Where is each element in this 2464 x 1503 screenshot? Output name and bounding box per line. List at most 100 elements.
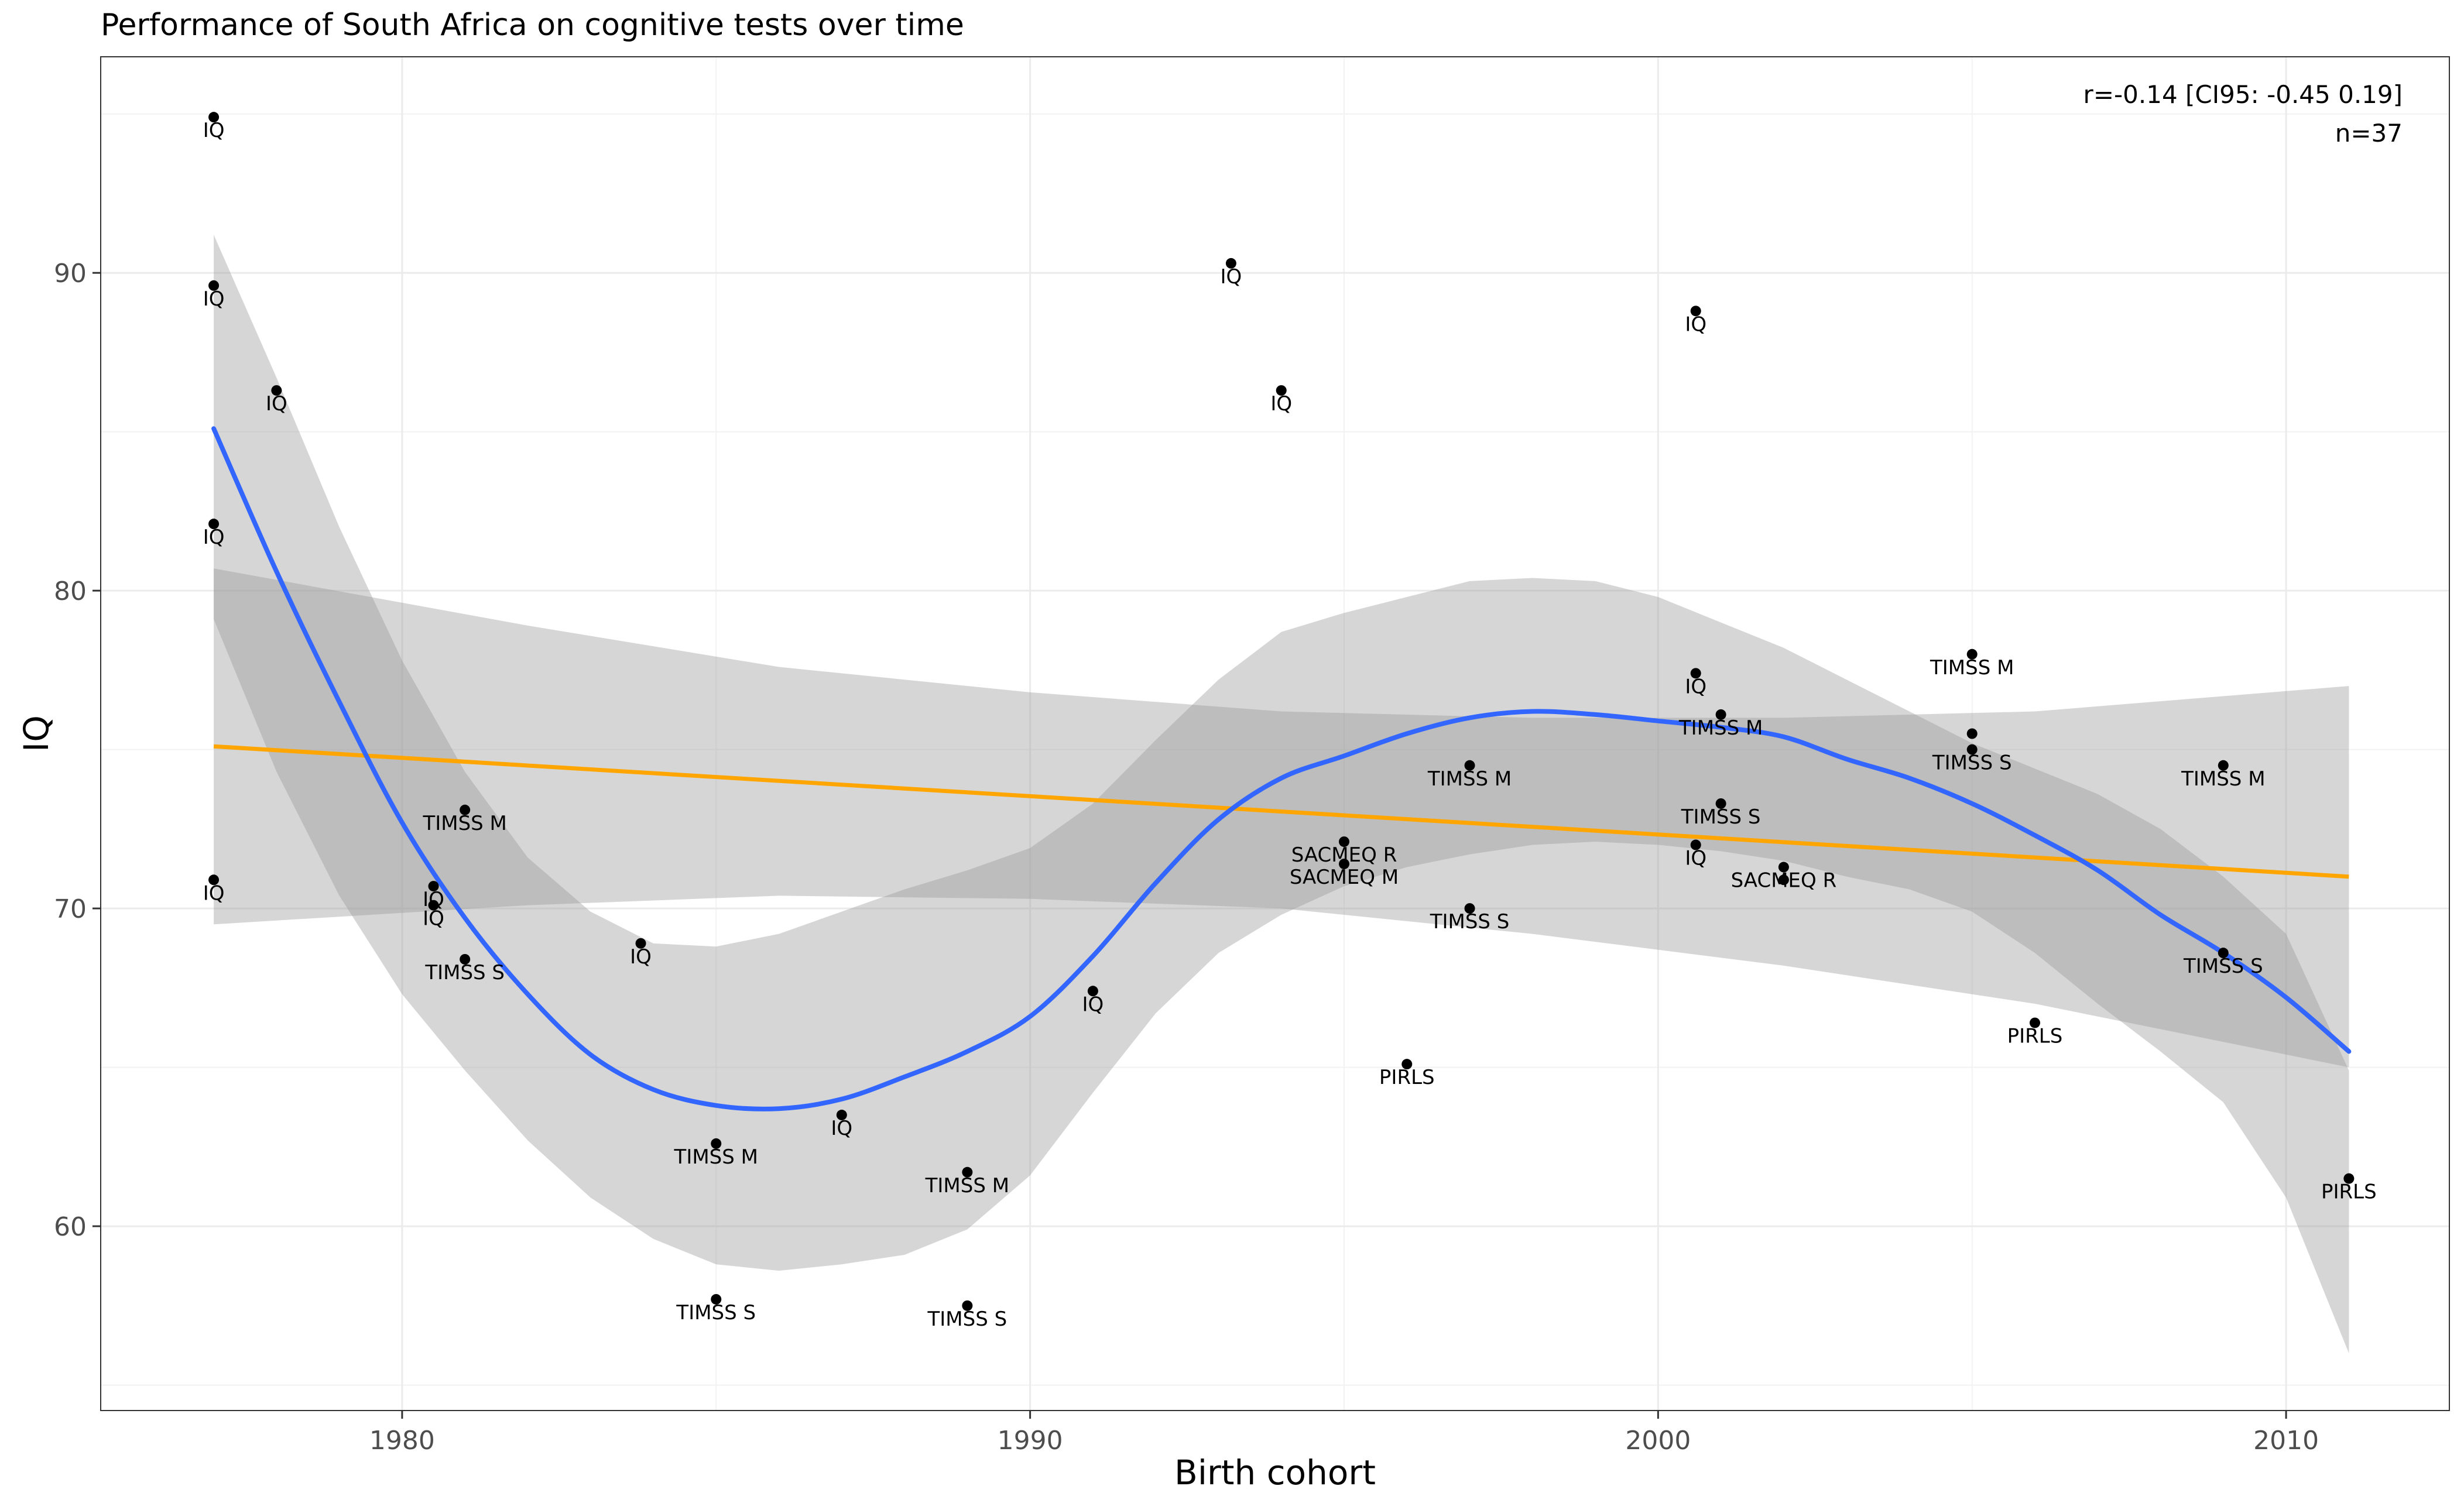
point-label: TIMSS M [422,812,506,835]
data-point [1464,903,1475,914]
data-point [1966,728,1978,739]
y-axis-title: IQ [16,715,56,752]
point-label: IQ [203,119,225,142]
data-point [2030,1017,2040,1028]
fit-lines [211,426,2352,1111]
correlation-annotation: r=-0.14 [CI95: -0.45 0.19] [2083,80,2403,109]
data-point [208,112,220,123]
data-point [460,804,471,815]
point-label: TIMSS S [1932,752,2012,775]
data-point [1225,258,1236,269]
point-label: IQ [831,1117,852,1140]
data-point [1715,709,1726,720]
point-label: IQ [423,888,444,911]
plot-panel-border [100,56,2450,1411]
data-point [635,938,646,949]
point-label: TIMSS M [1930,656,2014,680]
point-label: TIMSS S [2183,955,2263,978]
data-point [1464,760,1475,771]
data-points [208,112,2355,1311]
point-label: TIMSS M [1678,716,1763,740]
data-point [1087,986,1098,997]
y-tick-label: 90 [54,259,87,289]
x-axis-title: Birth cohort [1174,1453,1376,1492]
point-label: TIMSS S [1681,805,1761,829]
point-label: TIMSS M [2181,767,2265,791]
data-point [1401,1059,1413,1070]
data-point [208,519,220,530]
data-point [1690,839,1701,850]
point-label: TIMSS S [676,1301,756,1324]
data-point [962,1166,973,1178]
point-label: IQ [203,287,225,311]
major-grid [101,57,2449,1411]
data-point [2343,1173,2355,1184]
y-tick-label: 80 [54,577,87,606]
confidence-bands [214,235,2349,1354]
data-point [460,954,471,965]
data-point [2218,948,2229,959]
loess-fit-line [211,426,2352,1111]
y-tick-label: 60 [54,1212,87,1242]
data-point [711,1293,722,1305]
point-label: PIRLS [2007,1025,2063,1048]
data-point [1276,385,1287,396]
data-point [711,1138,722,1149]
point-label: IQ [1685,847,1706,870]
y-axis-ticks: 60 70 80 90 [54,259,101,1242]
point-label: TIMSS M [674,1145,758,1169]
chart-title: Performance of South Africa on cognitive… [101,8,964,43]
x-tick-label: 1980 [369,1426,435,1456]
point-label: IQ [266,392,287,416]
data-point [208,874,220,886]
point-label: TIMSS S [424,961,505,984]
data-point [1690,668,1701,679]
point-label: SACMEQ R [1291,843,1397,867]
data-point [1339,836,1349,847]
loess-fit-ci-band [214,235,2349,1354]
point-label: IQ [1685,675,1706,698]
data-point [428,881,439,892]
point-label: IQ [203,526,225,549]
plot-panel-background [101,57,2449,1411]
linear-fit-line [213,744,2349,879]
data-point [271,385,282,396]
point-label: IQ [203,881,225,905]
point-label: SACMEQ M [1290,866,1399,889]
point-label: IQ [1685,313,1706,336]
x-tick-label: 1990 [998,1426,1063,1456]
point-label: IQ [1221,265,1242,289]
data-point [208,280,220,291]
point-label: IQ [1270,392,1292,416]
point-label: SACMEQ R [1731,869,1837,893]
data-point [1966,648,1978,660]
data-point [962,1300,973,1311]
data-point [1778,874,1789,886]
linear-fit-ci-band [214,568,2349,1068]
point-label: TIMSS M [1427,767,1512,791]
sample-size-annotation: n=37 [2335,119,2403,147]
point-label: PIRLS [1379,1066,1435,1089]
x-axis-ticks: 1980 1990 2000 2010 [369,1411,2319,1456]
x-tick-label: 2000 [1625,1426,1691,1456]
point-label: PIRLS [2321,1181,2377,1204]
point-label: TIMSS M [925,1174,1009,1197]
point-label: IQ [1082,993,1104,1016]
data-point [1715,798,1726,809]
data-point [2218,760,2229,771]
data-point [1690,306,1701,317]
data-point [1966,744,1978,755]
x-tick-label: 2010 [2253,1426,2319,1456]
point-label: IQ [423,907,444,931]
data-point [428,900,439,911]
data-point [1778,862,1789,873]
point-label: TIMSS S [1430,910,1510,934]
data-point [1339,859,1349,870]
point-label: TIMSS S [927,1308,1007,1331]
y-tick-label: 70 [54,894,87,924]
point-label: IQ [630,945,652,969]
data-point [836,1110,847,1121]
